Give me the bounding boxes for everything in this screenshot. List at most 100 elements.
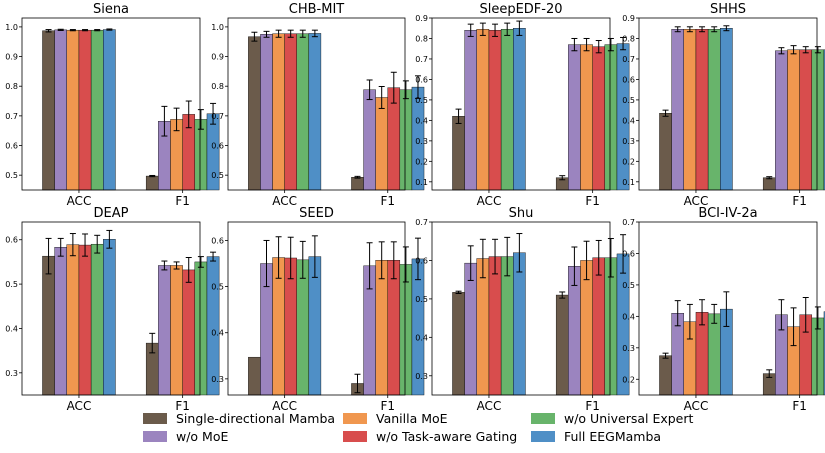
- y-tick-label: 0.3: [622, 344, 635, 353]
- bar-f1-full-eegmamba: [823, 311, 825, 396]
- bar-acc-full-eegmamba: [513, 28, 526, 191]
- bar-f1-w-o-universal-expert: [811, 49, 825, 191]
- bar-acc-w-o-universal-expert: [500, 256, 514, 396]
- legend-item-w-o-task-aware-gating: w/o Task-aware Gating: [343, 429, 517, 444]
- legend-label: Single-directional Mamba: [176, 411, 335, 426]
- legend-label: w/o Task-aware Gating: [376, 429, 517, 444]
- x-tick-label: F1: [175, 399, 190, 413]
- y-tick-label: 0.7: [622, 218, 635, 227]
- y-tick-label: 0.7: [211, 112, 224, 121]
- bar-acc-full-eegmamba: [103, 29, 116, 191]
- y-tick-label: 0.5: [622, 281, 635, 290]
- bar-acc-single-directional-mamba: [659, 113, 672, 191]
- bar-acc-w-o-task-aware-gating: [488, 30, 502, 191]
- panel-siena: Siena 0.5 0.6 0.7 0.8 0.9 1.0 ACC F1: [5, 2, 220, 208]
- x-tick-label: F1: [792, 194, 807, 208]
- bar-acc-full-eegmamba: [513, 252, 526, 396]
- bar-f1-w-o-universal-expert: [194, 261, 208, 396]
- bar-acc-vanilla-moe: [476, 29, 490, 191]
- bar-acc-w-o-moe: [671, 29, 684, 191]
- bar-acc-w-o-universal-expert: [90, 29, 104, 191]
- bar-acc-single-directional-mamba: [248, 356, 261, 396]
- bar-acc-vanilla-moe: [476, 258, 490, 396]
- y-tick-label: 0.8: [5, 82, 18, 91]
- legend-swatch: [531, 431, 555, 442]
- bar-f1-w-o-task-aware-gating: [182, 269, 196, 396]
- bar-acc-single-directional-mamba: [42, 255, 55, 396]
- bar-f1-vanilla-moe: [375, 97, 388, 191]
- y-tick-label: 0.6: [5, 142, 18, 151]
- bar-acc-w-o-universal-expert: [90, 243, 104, 396]
- y-tick-label: 0.4: [415, 333, 428, 342]
- legend-swatch: [143, 413, 167, 424]
- bar-acc-w-o-moe: [54, 29, 67, 191]
- y-tick-label: 0.5: [415, 295, 428, 304]
- bar-acc-w-o-moe: [464, 30, 477, 191]
- y-tick-label: 0.6: [415, 256, 428, 265]
- panel-bci-iv-2a: BCI-IV-2a 0.2 0.3 0.4 0.5 0.6 0.7 ACC F1: [622, 206, 825, 413]
- legend-item-full-eegmamba: Full EEGMamba: [531, 429, 661, 444]
- bar-f1-vanilla-moe: [375, 260, 388, 396]
- y-tick-label: 0.2: [622, 375, 635, 384]
- y-tick-label: 0.7: [5, 112, 18, 121]
- x-tick-label: F1: [380, 194, 395, 208]
- bar-acc-single-directional-mamba: [452, 116, 465, 191]
- panel-shhs: SHHS 0.1 0.2 0.3 0.4 0.5 0.6 0.7 0.8 0.9 ACC F1: [622, 2, 825, 208]
- panel-sleepedf-20: SleepEDF-20 0.1 0.2 0.3 0.4 0.5 0.6 0.7 0.8 0.9 AC…: [415, 2, 630, 208]
- x-tick-label: F1: [792, 399, 807, 413]
- bar-f1-w-o-universal-expert: [194, 119, 208, 191]
- y-tick-label: 0.8: [622, 34, 635, 43]
- x-tick-label: ACC: [684, 194, 709, 208]
- bar-acc-w-o-task-aware-gating: [78, 29, 92, 191]
- y-tick-label: 0.7: [415, 55, 428, 64]
- y-tick-label: 0.8: [211, 82, 224, 91]
- x-tick-label: ACC: [67, 399, 92, 413]
- panel-title: Siena: [93, 2, 129, 17]
- bar-acc-vanilla-moe: [272, 33, 285, 191]
- y-tick-label: 0.3: [415, 137, 428, 146]
- bar-acc-single-directional-mamba: [452, 292, 465, 396]
- legend-label: w/o Universal Expert: [564, 411, 694, 426]
- x-tick-label: ACC: [272, 399, 297, 413]
- bar-acc-w-o-universal-expert: [707, 29, 721, 191]
- bar-f1-w-o-universal-expert: [399, 89, 413, 191]
- bar-f1-vanilla-moe: [580, 44, 593, 191]
- panel-title: SHHS: [710, 2, 746, 17]
- panel-shu: Shu 0.3 0.4 0.5 0.6 0.7 ACC F1: [415, 206, 630, 413]
- x-tick-label: ACC: [684, 399, 709, 413]
- axes-frame: [21, 221, 201, 396]
- bar-f1-w-o-universal-expert: [604, 257, 618, 396]
- bar-f1-w-o-task-aware-gating: [592, 257, 606, 396]
- legend-item-w-o-moe: w/o MoE: [143, 429, 228, 444]
- axes-frame: [21, 17, 201, 191]
- legend-swatch: [343, 431, 367, 442]
- bar-f1-w-o-moe: [775, 50, 788, 191]
- legend-swatch: [343, 413, 367, 424]
- y-tick-label: 0.9: [622, 14, 635, 23]
- y-tick-label: 0.5: [622, 96, 635, 105]
- bar-acc-full-eegmamba: [720, 28, 733, 191]
- panel-title: CHB-MIT: [289, 2, 345, 17]
- axes-frame: [431, 221, 611, 396]
- bar-f1-w-o-universal-expert: [399, 264, 413, 396]
- bar-f1-w-o-moe: [568, 44, 581, 191]
- legend: Single-directional Mamba w/o MoE Vanilla M…: [143, 411, 694, 444]
- y-tick-label: 0.4: [211, 329, 224, 338]
- bar-acc-vanilla-moe: [683, 29, 697, 191]
- bar-acc-w-o-universal-expert: [296, 33, 310, 191]
- x-tick-label: F1: [175, 194, 190, 208]
- legend-item-vanilla-moe: Vanilla MoE: [343, 411, 448, 426]
- legend-label: w/o MoE: [176, 429, 228, 444]
- axes-frame: [638, 221, 818, 396]
- y-tick-label: 0.7: [622, 55, 635, 64]
- y-tick-label: 0.6: [211, 236, 224, 245]
- bar-acc-vanilla-moe: [66, 29, 80, 191]
- bar-acc-w-o-moe: [464, 262, 477, 396]
- bar-f1-w-o-universal-expert: [604, 44, 618, 191]
- bar-acc-w-o-task-aware-gating: [284, 33, 297, 191]
- y-tick-label: 0.7: [415, 218, 428, 227]
- bar-f1-w-o-task-aware-gating: [592, 46, 606, 191]
- bar-f1-vanilla-moe: [170, 265, 183, 396]
- y-tick-label: 0.3: [211, 375, 224, 384]
- chart-panels: Siena 0.5 0.6 0.7 0.8 0.9 1.0 ACC F1 CHB-MIT 0.5 0.…: [5, 2, 825, 413]
